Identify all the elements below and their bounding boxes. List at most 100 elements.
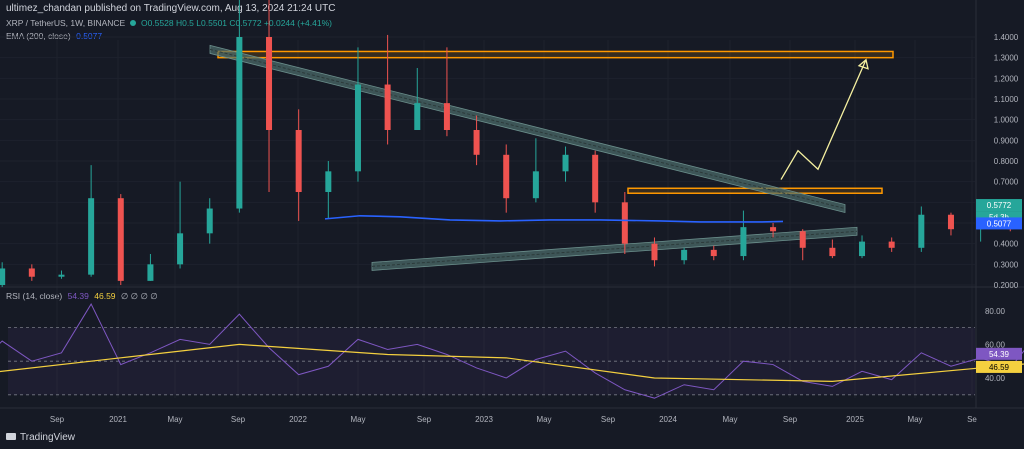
ema-line — [324, 214, 784, 223]
ohlc-open: O0.5528 — [140, 18, 174, 28]
symbol-title[interactable]: XRP / TetherUS, 1W, BINANCE — [6, 18, 126, 28]
rsi-ma-badge: 46.59 — [989, 363, 1010, 372]
time-tick-label: May — [350, 415, 365, 424]
candle-body — [918, 214, 925, 248]
candle-body — [177, 233, 184, 265]
rsi-extra-values: ∅ ∅ ∅ ∅ — [120, 291, 158, 301]
projection-path — [780, 59, 867, 180]
candle-body — [266, 36, 273, 130]
time-tick-label: 2025 — [846, 415, 864, 424]
time-axis: Sep 2021 May Sep 2022 May Sep 2023 May Sep 2024 May… — [50, 415, 978, 424]
rsi-tick-label: 60.00 — [985, 340, 1006, 349]
price-tick-label: 0.4000 — [994, 240, 1019, 249]
time-tick-label: May — [536, 415, 551, 424]
rsi-badge-bg — [976, 347, 1022, 360]
candle-body — [295, 129, 302, 192]
time-tick-label: 2023 — [475, 415, 493, 424]
rsi-legend[interactable]: RSI (14, close) 54.39 46.59 ∅ ∅ ∅ ∅ — [6, 291, 158, 302]
candlestick-series — [0, 0, 1014, 288]
candle-body — [503, 154, 510, 199]
candle-body — [0, 268, 6, 285]
price-tick-label: 1.1000 — [994, 95, 1019, 104]
rsi-tick-label: 40.00 — [985, 374, 1006, 383]
price-tick-label: 1.3000 — [994, 54, 1019, 63]
ohlc-high: H0.5 — [175, 18, 194, 28]
rsi-bands — [8, 327, 975, 396]
price-axis: 1.4000 1.3000 1.2000 1.1000 1.0000 0.9000 0.80… — [994, 33, 1019, 290]
candle-body — [384, 84, 391, 130]
rsi-line — [0, 303, 1024, 399]
time-tick-label: 2021 — [109, 415, 127, 424]
candle-body — [117, 198, 124, 281]
time-tick-label: May — [722, 415, 737, 424]
price-tick-label: 1.4000 — [994, 33, 1019, 42]
price-badge: 0.5772 — [987, 201, 1012, 210]
price-tick-label: 0.2000 — [994, 281, 1019, 290]
symbol-legend[interactable]: XRP / TetherUS, 1W, BINANCE O0.5528 H0.5… — [6, 18, 332, 28]
candle-body — [799, 231, 806, 248]
upper-trendline-center — [209, 48, 846, 210]
rsi-series — [0, 303, 1024, 399]
rsi-label[interactable]: RSI (14, close) — [6, 291, 63, 301]
candle-body — [562, 154, 569, 172]
ema-series — [324, 214, 784, 223]
candle-body — [681, 249, 688, 261]
projection-arrow — [780, 58, 869, 180]
time-tick-label: 2022 — [289, 415, 307, 424]
rsi-ma-line — [0, 343, 1024, 382]
candle-body — [829, 247, 836, 257]
publisher-line: ultimez_chandan published on TradingView… — [6, 3, 336, 14]
time-tick-label: May — [907, 415, 922, 424]
candle-body — [947, 214, 954, 230]
price-badge-bg — [976, 199, 1022, 212]
ohlc-close: C0.5772 — [229, 18, 262, 28]
rsi-value: 54.39 — [67, 291, 89, 301]
tradingview-logo[interactable]: TradingView — [6, 432, 75, 443]
candle-body — [592, 154, 599, 203]
candle-body — [414, 103, 421, 130]
candle-body — [740, 227, 747, 257]
triangle-channel — [209, 44, 858, 271]
candle-body — [443, 103, 450, 130]
lower-trendline-center — [371, 230, 858, 267]
candle-body — [473, 129, 480, 155]
candle-body — [236, 36, 243, 209]
lower-trendline — [371, 226, 858, 271]
candle-body — [354, 84, 361, 172]
ema-label[interactable]: EMA (200, close) — [6, 31, 71, 41]
candle-body — [28, 268, 35, 277]
candle-body — [147, 264, 154, 281]
ema-badge-bg — [976, 217, 1022, 230]
time-tick-label: Sep — [783, 415, 798, 424]
time-tick-label: Sep — [231, 415, 246, 424]
rsi-ma-badge-bg — [976, 360, 1022, 373]
time-tick-label: May — [167, 415, 182, 424]
time-tick-label: Se — [967, 415, 977, 424]
candle-body — [621, 202, 628, 244]
time-tick-label: Sep — [417, 415, 432, 424]
price-tick-label: 0.9000 — [994, 136, 1019, 145]
time-tick-label: 2024 — [659, 415, 677, 424]
candle-body — [325, 171, 332, 192]
rsi-tick-label: 80.00 — [985, 307, 1006, 316]
candle-body — [888, 241, 895, 248]
ohlc-low: L0.5501 — [196, 18, 228, 28]
ohlc-change: +0.0244 (+4.41%) — [263, 18, 332, 28]
tradingview-brand: TradingView — [20, 432, 76, 443]
rsi-axis: 80.00 60.00 40.00 — [985, 307, 1006, 383]
time-tick-label: Sep — [601, 415, 616, 424]
resistance-zone — [217, 50, 894, 59]
candle-body — [58, 274, 65, 277]
price-tick-label: 0.8000 — [994, 157, 1019, 166]
ema-badge: 0.5077 — [987, 219, 1012, 228]
ema-legend[interactable]: EMA (200, close) 0.5077 — [6, 31, 102, 41]
price-tick-label: 1.0000 — [994, 116, 1019, 125]
candle-body — [859, 241, 866, 257]
price-tick-label: 1.2000 — [994, 74, 1019, 83]
price-tick-label: 0.7000 — [994, 178, 1019, 187]
market-status-icon — [129, 20, 136, 26]
rsi-badge: 54.39 — [989, 350, 1010, 359]
time-tick-label: Sep — [50, 415, 65, 424]
